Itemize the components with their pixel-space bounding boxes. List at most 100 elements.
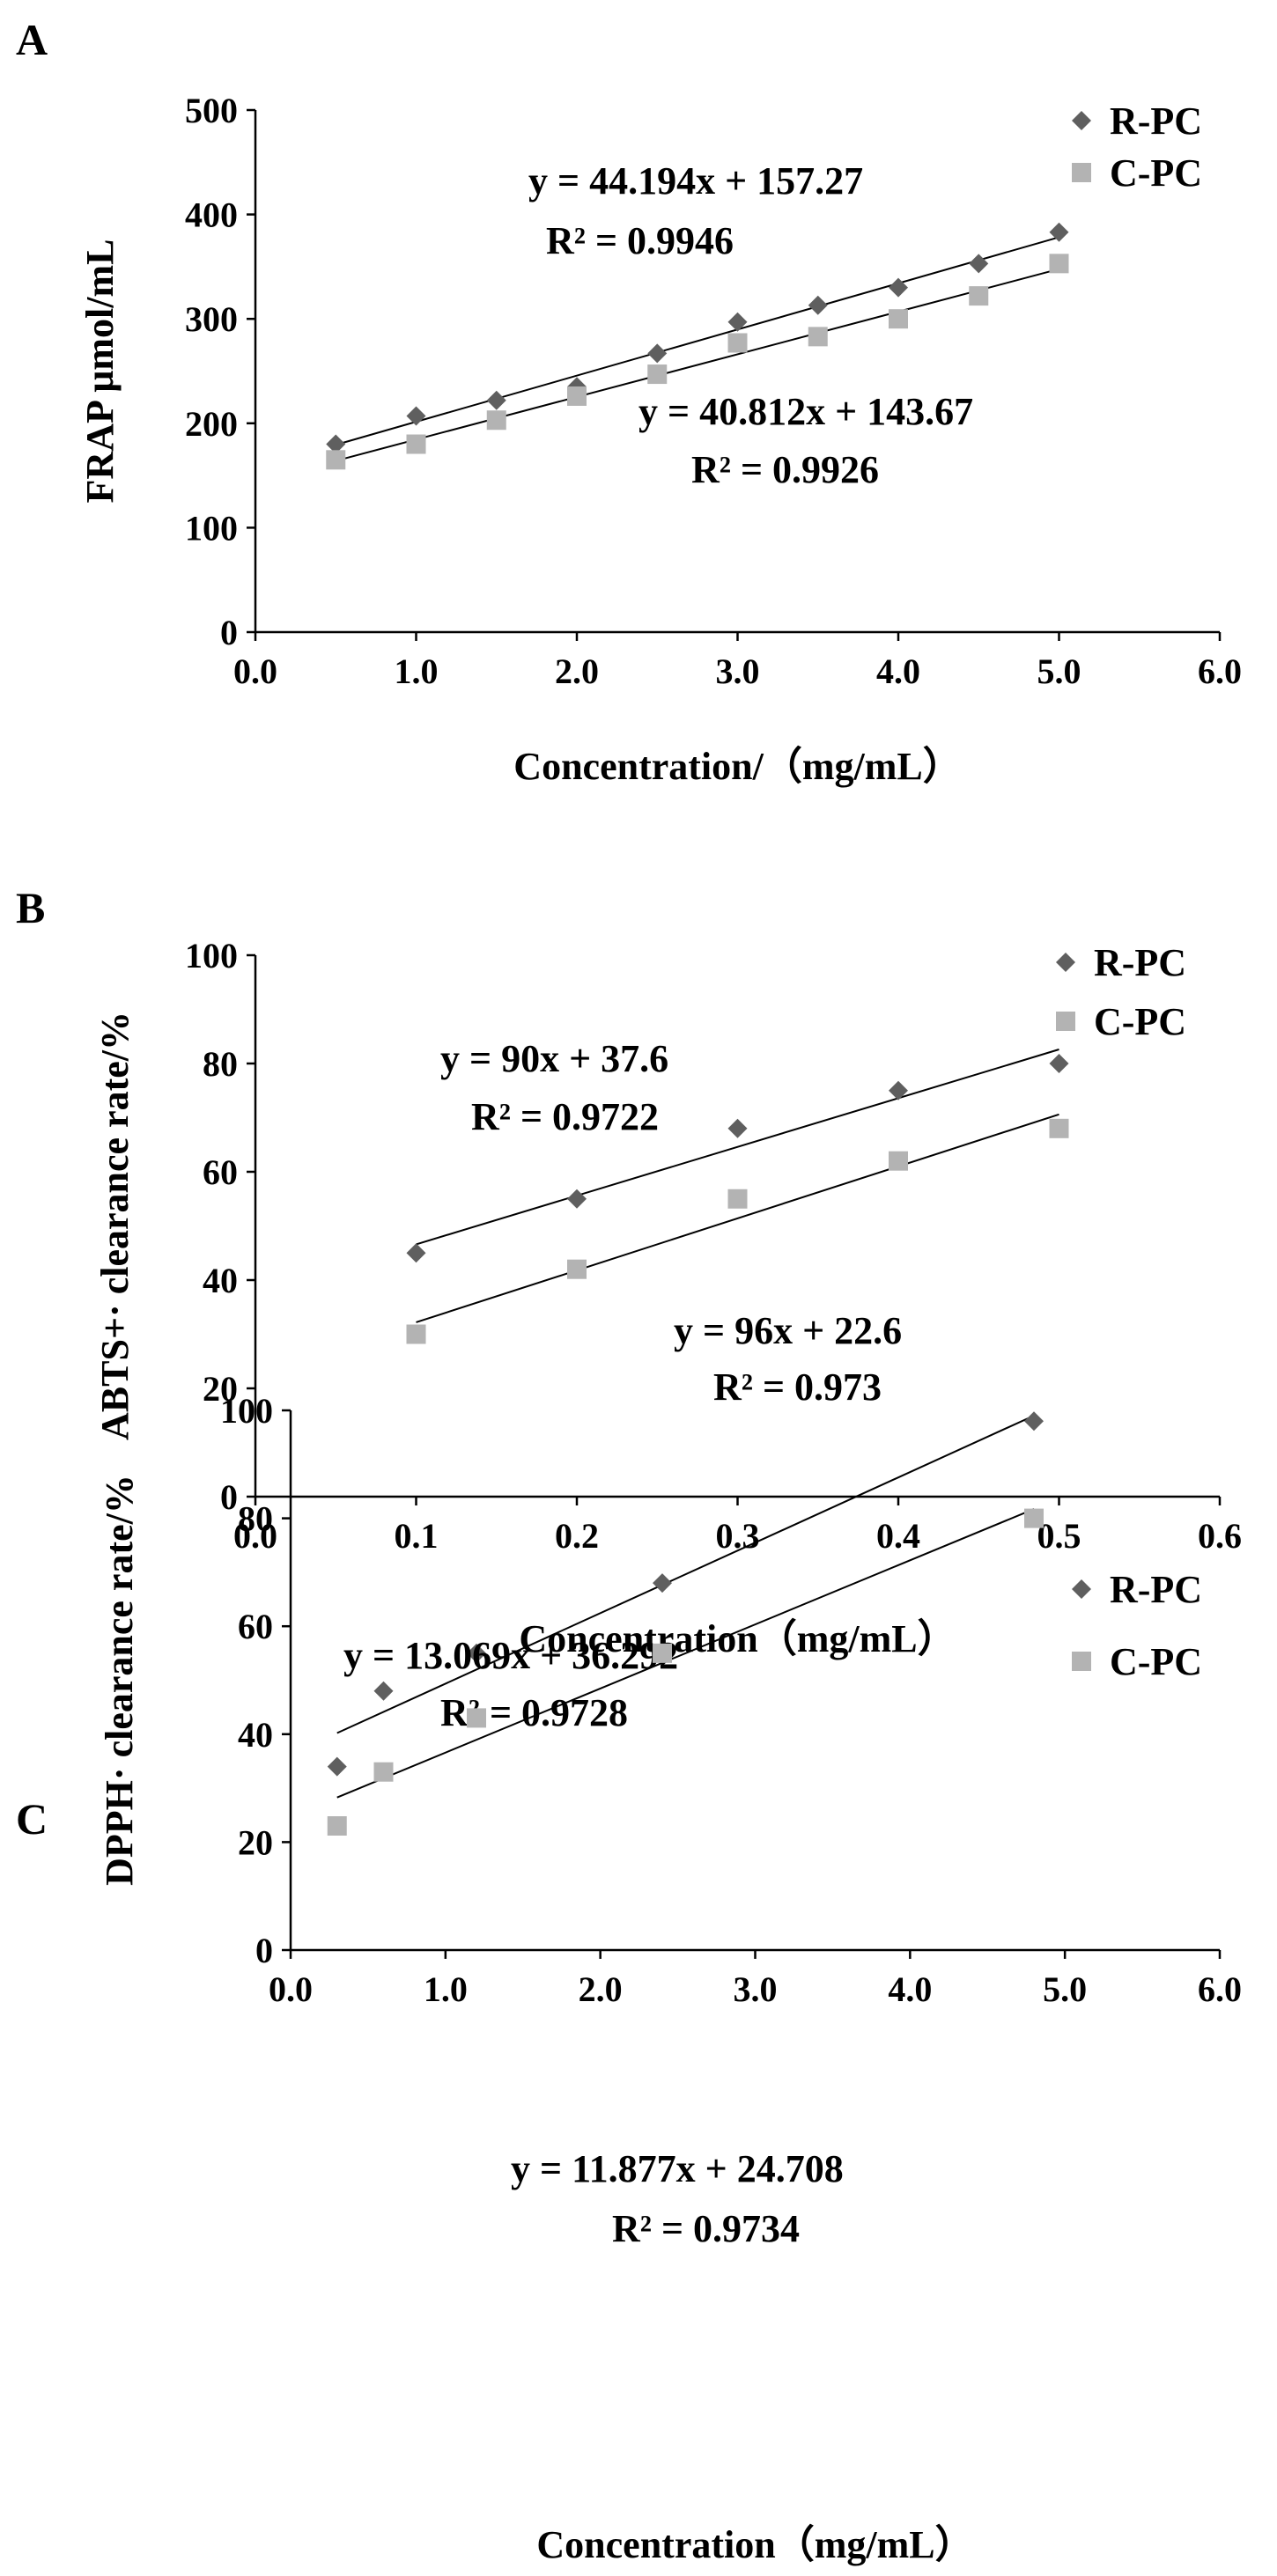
series-c-pc bbox=[406, 1113, 1069, 1344]
data-point bbox=[647, 364, 668, 385]
legend-label-r-pc: R-PC bbox=[1094, 941, 1186, 984]
data-point bbox=[327, 1756, 347, 1777]
x-tick-label: 0.3 bbox=[716, 1516, 760, 1556]
chart-panel-c: C 0 20 40 60 80 100 0.0 1.0 2.0 3.0 4.0 5.0 6.0 Concen… bbox=[16, 1391, 1242, 2566]
x-axis-title: Concentration/（mg/mL） bbox=[513, 745, 961, 788]
x-tick-label: 0.0 bbox=[233, 1516, 277, 1556]
panel-label: A bbox=[16, 15, 48, 64]
x-tick-label: 3.0 bbox=[734, 1969, 778, 2009]
legend-label-r-pc: R-PC bbox=[1110, 99, 1202, 143]
x-tick-label: 3.0 bbox=[716, 651, 760, 691]
data-point bbox=[406, 434, 426, 454]
data-point bbox=[326, 434, 346, 454]
legend-marker-r-pc bbox=[1056, 953, 1075, 972]
data-point bbox=[567, 386, 587, 406]
trendline-r-squared: R² = 0.973 bbox=[713, 1365, 882, 1409]
legend-label-c-pc: C-PC bbox=[1110, 151, 1202, 195]
legend-label-c-pc: C-PC bbox=[1094, 1000, 1186, 1043]
x-tick-label: 0.1 bbox=[395, 1516, 439, 1556]
series-r-pc bbox=[406, 1049, 1069, 1263]
trendline-equation: y = 96x + 22.6 bbox=[674, 1309, 902, 1352]
data-point bbox=[727, 1189, 748, 1209]
trendline-r-squared: R² = 0.9722 bbox=[471, 1095, 659, 1138]
legend-marker-r-pc bbox=[1072, 111, 1091, 130]
series-c-pc bbox=[327, 1508, 1044, 1836]
x-axis-title: Concentration（mg/mL） bbox=[519, 1617, 956, 1660]
x-tick-label: 1.0 bbox=[395, 651, 439, 691]
x-tick-label: 4.0 bbox=[876, 651, 920, 691]
x-tick-label: 5.0 bbox=[1043, 1969, 1087, 2009]
data-point bbox=[373, 1762, 394, 1782]
data-point bbox=[1049, 222, 1069, 242]
trendline-r-squared: R² = 0.9926 bbox=[691, 448, 879, 491]
y-tick-label: 20 bbox=[203, 1369, 238, 1409]
data-point bbox=[808, 295, 828, 315]
y-tick-label: 200 bbox=[185, 404, 238, 444]
data-point bbox=[727, 312, 748, 332]
y-tick-label: 60 bbox=[203, 1152, 238, 1192]
legend-label-r-pc: R-PC bbox=[1110, 1568, 1202, 1611]
y-tick-label: 300 bbox=[185, 299, 238, 339]
data-point bbox=[889, 309, 908, 329]
data-point bbox=[969, 286, 989, 306]
series-c-pc bbox=[326, 254, 1069, 470]
data-point bbox=[653, 1643, 672, 1663]
data-point bbox=[727, 1118, 748, 1138]
x-tick-label: 0.6 bbox=[1198, 1516, 1242, 1556]
data-point bbox=[327, 1816, 347, 1836]
data-point bbox=[889, 1151, 908, 1171]
trendline-r-pc bbox=[416, 1049, 1059, 1246]
trendline-c-pc bbox=[416, 1113, 1059, 1323]
data-point bbox=[1024, 1411, 1044, 1432]
trendline-r-squared: R² = 0.9734 bbox=[612, 2207, 800, 2250]
y-axis-title: ABTS+· clearance rate/% bbox=[93, 1012, 137, 1440]
y-tick-label: 20 bbox=[238, 1822, 273, 1862]
legend-marker-r-pc bbox=[1072, 1579, 1091, 1599]
x-tick-label: 2.0 bbox=[579, 1969, 623, 2009]
data-point bbox=[486, 410, 506, 431]
trendline-c-pc bbox=[335, 268, 1059, 462]
data-point bbox=[808, 327, 828, 347]
data-point bbox=[467, 1708, 486, 1728]
trendline-r-squared: R² = 0.9946 bbox=[546, 219, 734, 262]
data-point bbox=[406, 406, 426, 426]
x-tick-label: 6.0 bbox=[1198, 651, 1242, 691]
legend-marker-c-pc bbox=[1056, 1012, 1075, 1031]
trendline-equation: y = 13.069x + 36.292 bbox=[343, 1634, 678, 1677]
x-tick-label: 0.0 bbox=[233, 651, 277, 691]
y-axis-title: FRAP μmol/mL bbox=[78, 239, 122, 504]
y-tick-label: 80 bbox=[203, 1044, 238, 1084]
x-tick-label: 0.5 bbox=[1037, 1516, 1081, 1556]
y-tick-label: 80 bbox=[238, 1499, 273, 1539]
data-point bbox=[406, 1324, 426, 1344]
data-point bbox=[889, 1080, 908, 1100]
trendline-r-pc bbox=[336, 1415, 1035, 1734]
trendline-r-pc bbox=[335, 236, 1059, 446]
data-point bbox=[406, 1243, 426, 1263]
x-tick-label: 0.2 bbox=[555, 1516, 599, 1556]
data-point bbox=[467, 1643, 486, 1663]
x-tick-label: 2.0 bbox=[555, 651, 599, 691]
data-point bbox=[889, 277, 908, 298]
x-tick-label: 6.0 bbox=[1198, 1969, 1242, 2009]
y-tick-label: 500 bbox=[185, 91, 238, 130]
data-point bbox=[727, 333, 748, 353]
chart-panel-b: B 0 20 40 60 80 100 0.0 0.1 0.2 0.3 0.4 0.5 0.6 Concen… bbox=[16, 883, 1242, 1660]
data-point bbox=[1024, 1508, 1044, 1528]
y-tick-label: 100 bbox=[185, 936, 238, 975]
legend-marker-c-pc bbox=[1072, 1652, 1091, 1671]
x-axis-title: Concentration（mg/mL） bbox=[536, 2523, 973, 2566]
y-tick-label: 400 bbox=[185, 195, 238, 235]
x-tick-label: 4.0 bbox=[888, 1969, 932, 2009]
data-point bbox=[373, 1681, 394, 1701]
data-point bbox=[326, 450, 346, 470]
data-point bbox=[486, 390, 506, 410]
data-point bbox=[1049, 254, 1069, 274]
data-point bbox=[969, 254, 989, 274]
legend-marker-c-pc bbox=[1072, 163, 1091, 182]
y-tick-label: 0 bbox=[255, 1931, 273, 1970]
data-point bbox=[1049, 1054, 1069, 1073]
panel-label: C bbox=[16, 1794, 48, 1844]
y-tick-label: 100 bbox=[185, 508, 238, 548]
